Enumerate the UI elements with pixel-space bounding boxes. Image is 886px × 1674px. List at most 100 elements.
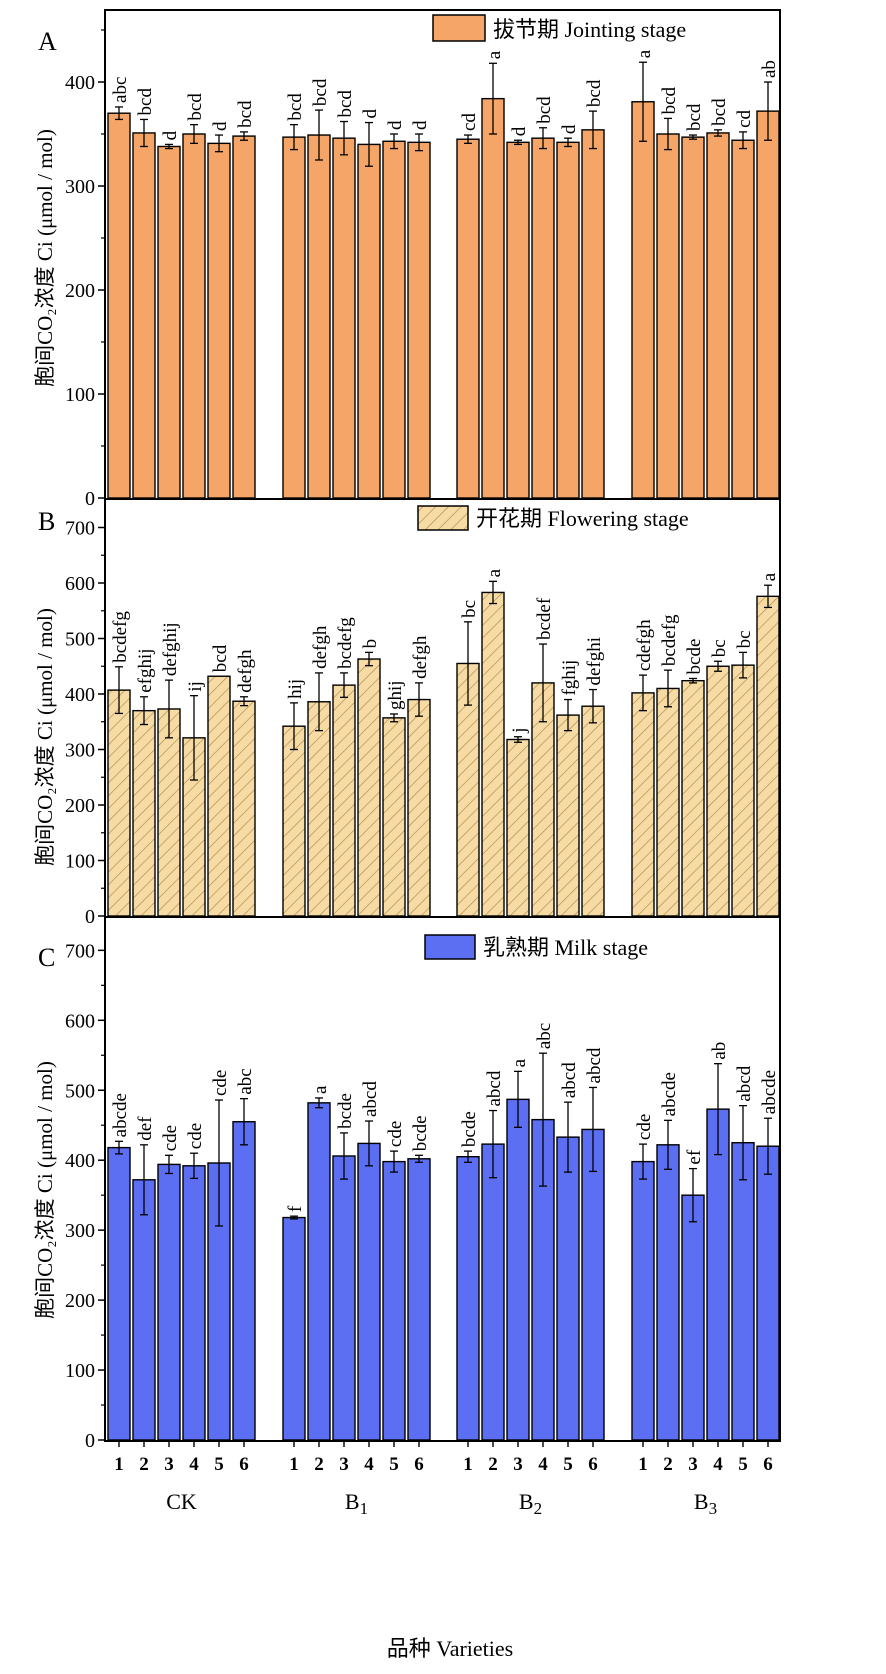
x-tick-label: 2 xyxy=(488,1454,498,1475)
y-tick-label: 300 xyxy=(65,1220,95,1242)
bar xyxy=(681,679,705,917)
y-tick-label: 600 xyxy=(65,1010,95,1032)
bar xyxy=(556,1136,580,1441)
panel-c: 0 100 200 300 400 500 600 700 C 胞间CO₂浓度 Ci (μmol … xyxy=(33,916,781,1452)
bar xyxy=(556,141,580,499)
significance-label: bcdefg xyxy=(335,617,356,669)
bar xyxy=(481,591,505,917)
significance-label: cde xyxy=(185,1123,206,1149)
significance-label: bcd xyxy=(534,96,555,124)
bar xyxy=(731,1142,755,1441)
bar xyxy=(382,140,406,499)
x-tick-label: 2 xyxy=(314,1454,324,1475)
significance-label: a xyxy=(484,50,505,59)
legend-label: 拔节期 Jointing stage xyxy=(493,17,686,42)
legend-swatch xyxy=(417,505,469,531)
legend-label: 乳熟期 Milk stage xyxy=(483,935,648,960)
significance-label: hij xyxy=(285,679,306,699)
bar xyxy=(631,101,655,499)
bar xyxy=(756,595,780,917)
bar xyxy=(357,1142,381,1441)
bar xyxy=(107,112,131,499)
bar xyxy=(132,709,156,917)
group-subscript: 2 xyxy=(534,1499,543,1518)
x-tick-label: 5 xyxy=(389,1454,399,1475)
x-tick-label: 3 xyxy=(513,1454,523,1475)
significance-label: abcd xyxy=(734,1065,755,1101)
significance-label: a xyxy=(484,568,505,577)
significance-label: cd xyxy=(459,113,480,131)
x-tick-label: 4 xyxy=(713,1454,723,1475)
bar xyxy=(157,1163,181,1441)
bar xyxy=(357,658,381,917)
significance-label: bcde xyxy=(410,1115,431,1151)
significance-label: efghij xyxy=(135,648,156,692)
bar xyxy=(581,705,605,917)
bar xyxy=(556,714,580,917)
significance-label: cdefgh xyxy=(634,619,655,671)
bar xyxy=(132,1179,156,1441)
bar xyxy=(706,1108,730,1441)
bar xyxy=(282,136,306,499)
x-tick-label: 2 xyxy=(663,1454,673,1475)
panel-letter: A xyxy=(38,27,57,56)
significance-label: ab xyxy=(759,60,780,78)
y-axis-title: 胞间CO₂浓度 Ci (μmol / mol) xyxy=(33,608,57,866)
significance-label: ij xyxy=(185,681,206,692)
bar xyxy=(456,138,480,499)
significance-label: d xyxy=(210,121,231,131)
significance-label: bcd xyxy=(285,93,306,121)
bar xyxy=(531,137,555,499)
x-tick-label: 1 xyxy=(289,1454,299,1475)
significance-label: cde xyxy=(210,1070,231,1096)
significance-label: bcd xyxy=(135,88,156,116)
bar xyxy=(207,675,231,917)
significance-label: a xyxy=(310,1085,331,1094)
group-label: B1 xyxy=(345,1489,368,1518)
significance-label: defgh xyxy=(235,649,256,693)
panel-letter: C xyxy=(38,943,55,972)
x-axis-title: 品种 Varieties xyxy=(387,1636,513,1661)
significance-label: bcd xyxy=(235,100,256,128)
group-subscript: 1 xyxy=(360,1499,369,1518)
significance-label: cde xyxy=(160,1125,181,1151)
bar xyxy=(681,1194,705,1441)
significance-label: d xyxy=(360,109,381,119)
x-group-labels: CK B1 B2 B3 xyxy=(166,1489,717,1518)
significance-label: bcde xyxy=(335,1093,356,1129)
bar xyxy=(282,725,306,917)
x-tick-label: 4 xyxy=(538,1454,548,1475)
y-tick-label: 100 xyxy=(65,1360,95,1382)
bar xyxy=(107,689,131,917)
bar xyxy=(681,136,705,499)
bar xyxy=(756,110,780,499)
significance-label: bcd xyxy=(684,103,705,131)
y-axis-title: 胞间CO₂浓度 Ci (μmol / mol) xyxy=(33,129,57,387)
bar xyxy=(157,708,181,917)
bar xyxy=(456,1156,480,1441)
x-tick-label: 6 xyxy=(763,1454,773,1475)
x-tick-label: 3 xyxy=(688,1454,698,1475)
x-tick-label: 2 xyxy=(139,1454,149,1475)
significance-label: defgh xyxy=(410,635,431,679)
y-tick-label: 700 xyxy=(65,518,95,540)
bar xyxy=(407,698,431,917)
x-tick-label: 4 xyxy=(364,1454,374,1475)
bar xyxy=(232,135,256,499)
bar xyxy=(506,1098,530,1441)
x-tick-label: 6 xyxy=(239,1454,249,1475)
bar xyxy=(506,738,530,917)
x-tick-label: 1 xyxy=(114,1454,124,1475)
bar xyxy=(132,132,156,499)
significance-label: bcdefg xyxy=(659,614,680,666)
y-tick-label: 400 xyxy=(65,1150,95,1172)
x-tick-label: 4 xyxy=(189,1454,199,1475)
x-tick-label: 5 xyxy=(563,1454,573,1475)
y-tick-label: 0 xyxy=(85,906,95,928)
significance-label: abcd xyxy=(484,1070,505,1106)
group-label: CK xyxy=(166,1489,197,1514)
significance-label: abcde xyxy=(110,1093,131,1137)
significance-label: abcde xyxy=(659,1072,680,1116)
y-tick-label: 0 xyxy=(85,488,95,510)
significance-label: defghi xyxy=(584,637,605,686)
